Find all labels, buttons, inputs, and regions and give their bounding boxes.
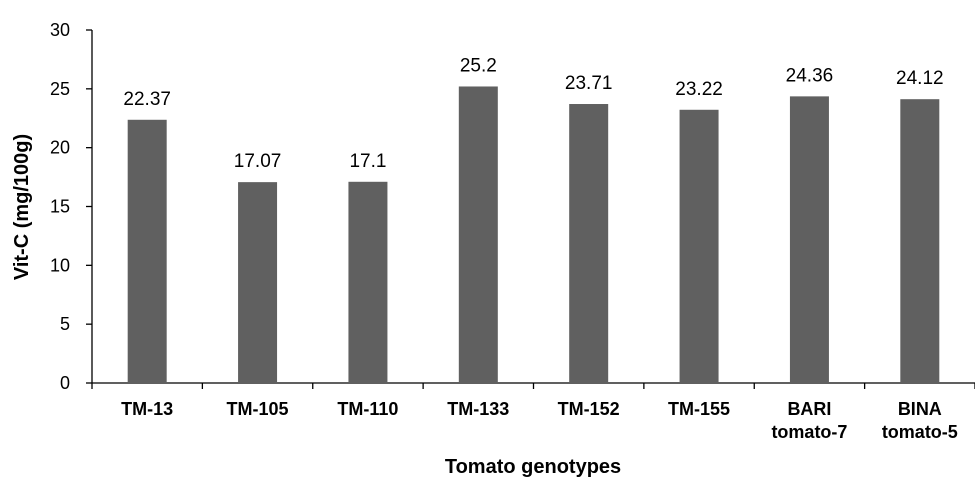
- bar: [569, 104, 609, 384]
- bar: [127, 119, 167, 383]
- data-label: 22.37: [123, 89, 171, 110]
- data-label: 23.22: [675, 79, 723, 100]
- data-labels: 22.37 17.07 17.1 25.2 23.71 23.22 24.36 24.12: [123, 55, 943, 172]
- bar: [789, 96, 829, 383]
- x-tick-label: TM-155: [668, 399, 730, 419]
- data-label: 17.07: [234, 151, 282, 172]
- x-tick-label: TM-110: [337, 399, 398, 419]
- bar: [458, 86, 498, 383]
- y-axis-title: Vit-C (mg/100g): [11, 134, 33, 280]
- x-tick-label: TM-133: [447, 399, 509, 419]
- y-tick-label: 10: [50, 255, 70, 275]
- x-tick-label: TM-13: [121, 399, 173, 419]
- bars: [127, 86, 940, 384]
- y-tick-label: 25: [50, 79, 70, 99]
- y-tick-label: 5: [60, 314, 70, 334]
- data-label: 24.36: [786, 65, 834, 86]
- bar: [900, 99, 940, 384]
- y-tick-label: 15: [50, 197, 70, 217]
- x-tick-label: BARI tomato-7: [771, 399, 847, 442]
- y-tick-label: 0: [60, 373, 70, 393]
- bar: [679, 109, 719, 383]
- y-axis: 0 5 10 15 20 25 30: [50, 20, 93, 393]
- x-tick-label: TM-105: [227, 399, 289, 419]
- data-label: 23.71: [565, 73, 613, 94]
- y-tick-label: 30: [50, 20, 70, 40]
- bar: [238, 182, 278, 383]
- data-label: 25.2: [460, 55, 497, 76]
- data-label: 24.12: [896, 68, 944, 89]
- x-tick-label: BINA tomato-5: [882, 399, 958, 442]
- category-labels: TM-13 TM-105 TM-110 TM-133 TM-152 TM-155 BARI t…: [121, 399, 958, 442]
- x-tick-label: TM-152: [558, 399, 620, 419]
- x-axis: [91, 382, 975, 389]
- data-label: 17.1: [349, 151, 386, 172]
- y-tick-label: 20: [50, 138, 70, 158]
- x-axis-title: Tomato genotypes: [445, 456, 621, 478]
- bar: [348, 181, 388, 383]
